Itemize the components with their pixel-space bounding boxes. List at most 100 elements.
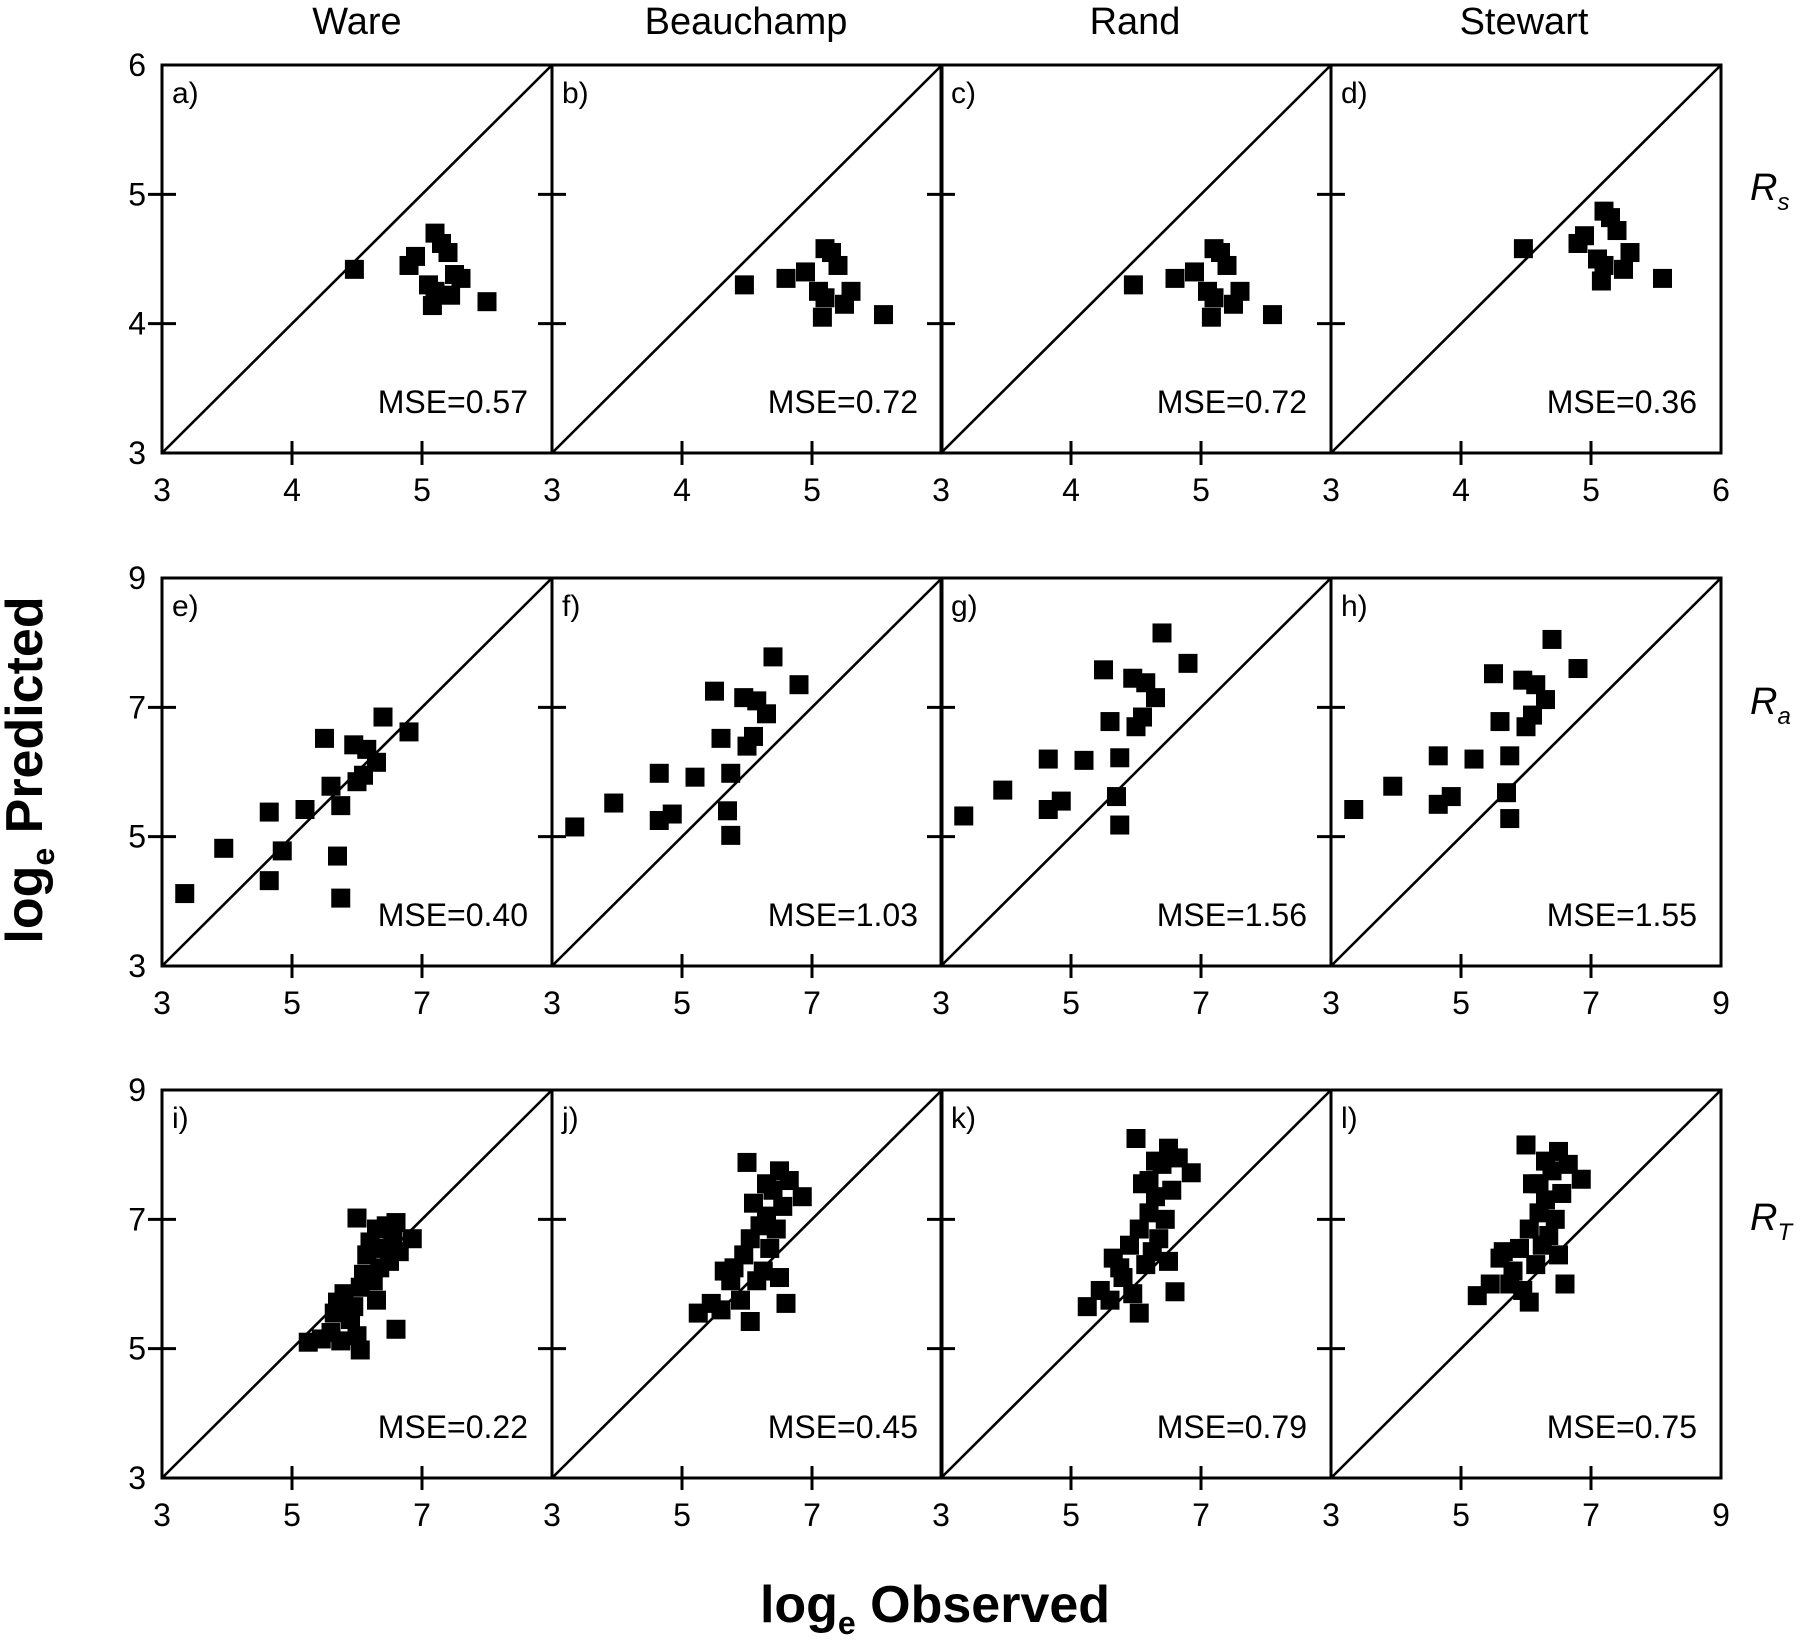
panel-rand-rt-point (1165, 1282, 1185, 1302)
panel-beauchamp-rs-point (874, 305, 893, 325)
panel-stewart-ra-point (1526, 675, 1546, 695)
panel-rand-rt-point (1077, 1297, 1097, 1317)
panel-rand-ra-point (1146, 688, 1165, 708)
y-axis-title-sub: e (25, 848, 61, 866)
panel-stewart-rs-point (1588, 249, 1607, 269)
panel-rand-rs-point (1198, 281, 1217, 301)
panel-beauchamp-rt-point (737, 1152, 757, 1172)
panel-rand-rt-point (1113, 1268, 1133, 1288)
panel-ware-rs-reference-line (161, 64, 553, 454)
x-tick-label: 5 (1062, 985, 1080, 1021)
panel-ware-rs-letter: a) (172, 77, 199, 110)
panel-stewart-rs-point (1591, 271, 1611, 291)
panel-stewart-ra: 3 5 7 9 h) MSE=1.55 (1317, 576, 1730, 1021)
panel-ware-rs-point (419, 275, 438, 295)
panel-rand-rt-point (1149, 1229, 1169, 1249)
panel-stewart-rt-point (1555, 1274, 1575, 1294)
row-label-ra-main: R (1750, 681, 1777, 723)
panel-rand-rt-point (1139, 1203, 1159, 1223)
panel-ware-ra-point (331, 888, 351, 908)
panel-rand-rt: 3 5 7 k) MSE=0.79 (927, 1088, 1333, 1533)
panel-ware-rt-point (402, 1229, 422, 1249)
panel-beauchamp-ra-mse-label: MSE=1.03 (768, 897, 918, 933)
panel-rand-rt-point (1155, 1209, 1175, 1229)
panel-ware-ra-point (259, 802, 279, 822)
panel-rand-rs-point (1185, 262, 1204, 282)
panel-beauchamp-rt-point (753, 1261, 773, 1281)
panel-beauchamp-rt-point (740, 1312, 760, 1332)
panel-stewart-ra-point (1523, 705, 1542, 725)
x-tick-label: 3 (153, 472, 171, 508)
panel-ware-ra-point (272, 841, 292, 861)
y-tick-label: 5 (128, 1331, 146, 1367)
panel-rand-rs-reference-line (940, 64, 1332, 454)
panel-beauchamp-ra-point (744, 726, 763, 746)
panel-rand-ra-letter: g) (951, 590, 978, 623)
panel-rand-ra-reference-line (940, 577, 1332, 967)
panel-stewart-rt-point (1545, 1209, 1565, 1229)
panel-rand-ra-point (1136, 673, 1156, 693)
panel-rand-rt-point (1103, 1248, 1123, 1268)
panel-stewart-rt-point (1503, 1261, 1523, 1281)
panel-ware-rt: 3 5 7 9 3 5 7 i) MSE=0.22 (128, 1072, 554, 1533)
panel-rand-ra-point (1178, 653, 1198, 673)
column-title-beauchamp: Beauchamp (645, 1, 848, 43)
panel-rand-rt-point (1181, 1163, 1201, 1183)
panel-rand-rs: 3 4 5 c) MSE=0.72 (927, 63, 1333, 508)
panel-beauchamp-rs-point (809, 281, 828, 301)
panel-rand-rt-point (1146, 1187, 1165, 1207)
panel-rand-ra-point (1094, 660, 1113, 680)
y-tick-label: 7 (128, 1201, 146, 1237)
panel-beauchamp-ra-point (705, 681, 724, 701)
panel-stewart-rs: 3 4 5 6 d) MSE=0.36 (1317, 63, 1730, 508)
panel-beauchamp-ra-point (604, 793, 624, 813)
panel-ware-rs-point (344, 259, 364, 279)
panel-ware-rs-point (438, 243, 458, 263)
panel-rand-rt-point (1159, 1138, 1178, 1158)
panel-rand-ra-point (1110, 815, 1130, 835)
panel-stewart-ra-point (1464, 749, 1484, 769)
panel-ware-rt-point (386, 1319, 406, 1339)
panel-rand-ra-point (993, 780, 1013, 800)
row-label-rs-sub: s (1777, 189, 1789, 216)
x-axis-title-rest: Observed (856, 1576, 1110, 1634)
x-tick-label: 3 (153, 985, 171, 1021)
panel-stewart-rt-mse-label: MSE=0.75 (1547, 1409, 1697, 1445)
y-axis-title-rest: Predicted (0, 596, 54, 847)
panel-beauchamp-ra-point (789, 675, 809, 695)
panel-ware-ra-point (321, 776, 341, 796)
panel-stewart-ra-point (1490, 712, 1510, 732)
panel-rand-rt-mse-label: MSE=0.79 (1157, 1409, 1307, 1445)
panel-beauchamp-rs-reference-line (551, 64, 943, 454)
panel-beauchamp-ra-point (685, 767, 705, 787)
panel-ware-rt-point (331, 1331, 351, 1351)
panel-stewart-ra-letter: h) (1341, 590, 1368, 623)
panel-ware-rs-point (451, 268, 471, 288)
panel-ware-rt-point (344, 1297, 364, 1317)
x-tick-label: 5 (673, 985, 691, 1021)
panel-rand-ra-point (1107, 787, 1126, 807)
panel-ware-rt-point (386, 1213, 406, 1233)
panel-stewart-rt: 3 5 7 9 l) MSE=0.75 (1317, 1088, 1730, 1533)
panel-beauchamp-rt-letter: j) (561, 1102, 579, 1135)
panel-beauchamp-rt-point (792, 1187, 812, 1207)
panel-stewart-ra-point (1536, 690, 1555, 710)
x-tick-label: 7 (1192, 1497, 1210, 1533)
panel-beauchamp-rt-point (770, 1161, 789, 1181)
panel-stewart-rs-point (1620, 243, 1640, 263)
panel-ware-rs-point (477, 292, 497, 312)
panel-beauchamp-rt-point (760, 1238, 780, 1258)
panel-rand-rs-point (1224, 294, 1243, 314)
panel-stewart-rt-point (1526, 1255, 1546, 1275)
panel-beauchamp-ra-point (565, 817, 585, 837)
panel-rand-ra-point (1100, 712, 1120, 732)
panel-beauchamp-rs-letter: b) (562, 77, 589, 110)
panel-stewart-rt-point (1519, 1292, 1539, 1312)
panel-beauchamp-rs-point (734, 275, 754, 295)
x-tick-label: 5 (1452, 1497, 1470, 1533)
panel-rand-ra-point (1038, 749, 1058, 769)
panel-rand-rt-point (1159, 1251, 1178, 1271)
panel-stewart-rt-point (1539, 1226, 1559, 1245)
y-tick-label: 5 (128, 176, 146, 212)
